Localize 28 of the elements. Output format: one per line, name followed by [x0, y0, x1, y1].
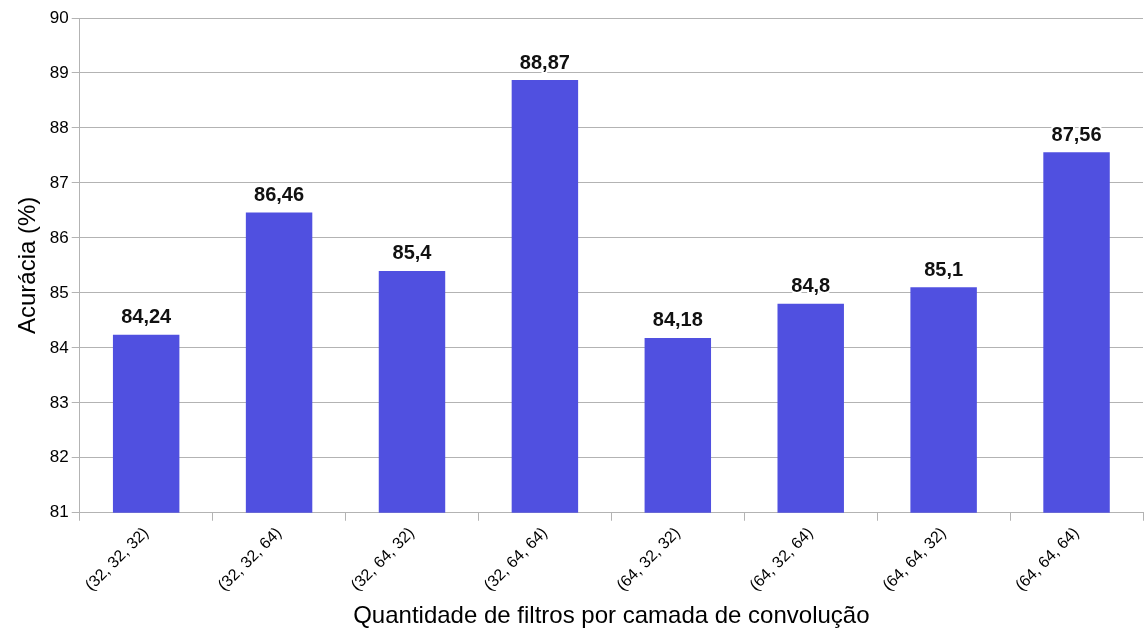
data-label: 88,87	[519, 50, 570, 73]
y-tick-label: 88	[49, 117, 69, 137]
data-label: 84,8	[791, 274, 831, 297]
x-tick-label: (64, 64, 64)	[1011, 523, 1082, 594]
x-tick-label: (64, 32, 64)	[746, 523, 816, 594]
data-label: 86,46	[254, 183, 305, 206]
y-tick-label: 86	[49, 227, 69, 247]
data-label: 87,56	[1051, 122, 1102, 145]
y-tick-label: 89	[49, 62, 69, 82]
data-label: 85,4	[392, 241, 433, 264]
x-tick-label: (32, 32, 64)	[214, 523, 285, 594]
y-tick-label: 87	[49, 172, 69, 192]
data-label: 84,24	[121, 305, 173, 328]
x-tick-label: (64, 64, 32)	[878, 523, 949, 594]
y-axis-title: Acurácia (%)	[13, 196, 41, 335]
x-tick-label: (32, 64, 32)	[347, 523, 418, 594]
y-tick-label: 82	[49, 447, 69, 467]
y-tick-label: 90	[49, 7, 69, 27]
data-label: 85,1	[924, 257, 964, 280]
y-tick-label: 83	[49, 392, 69, 412]
y-tick-label: 81	[49, 502, 69, 522]
x-tick-label: (32, 32, 32)	[81, 523, 152, 594]
y-tick-label: 84	[49, 337, 69, 357]
data-label: 84,18	[652, 308, 703, 331]
x-tick-label: (64, 32, 32)	[613, 523, 684, 594]
y-tick-label: 85	[49, 282, 69, 302]
x-tick-label: (32, 64, 64)	[480, 523, 551, 594]
x-axis-title: Quantidade de filtros por camada de convolução	[353, 601, 870, 629]
